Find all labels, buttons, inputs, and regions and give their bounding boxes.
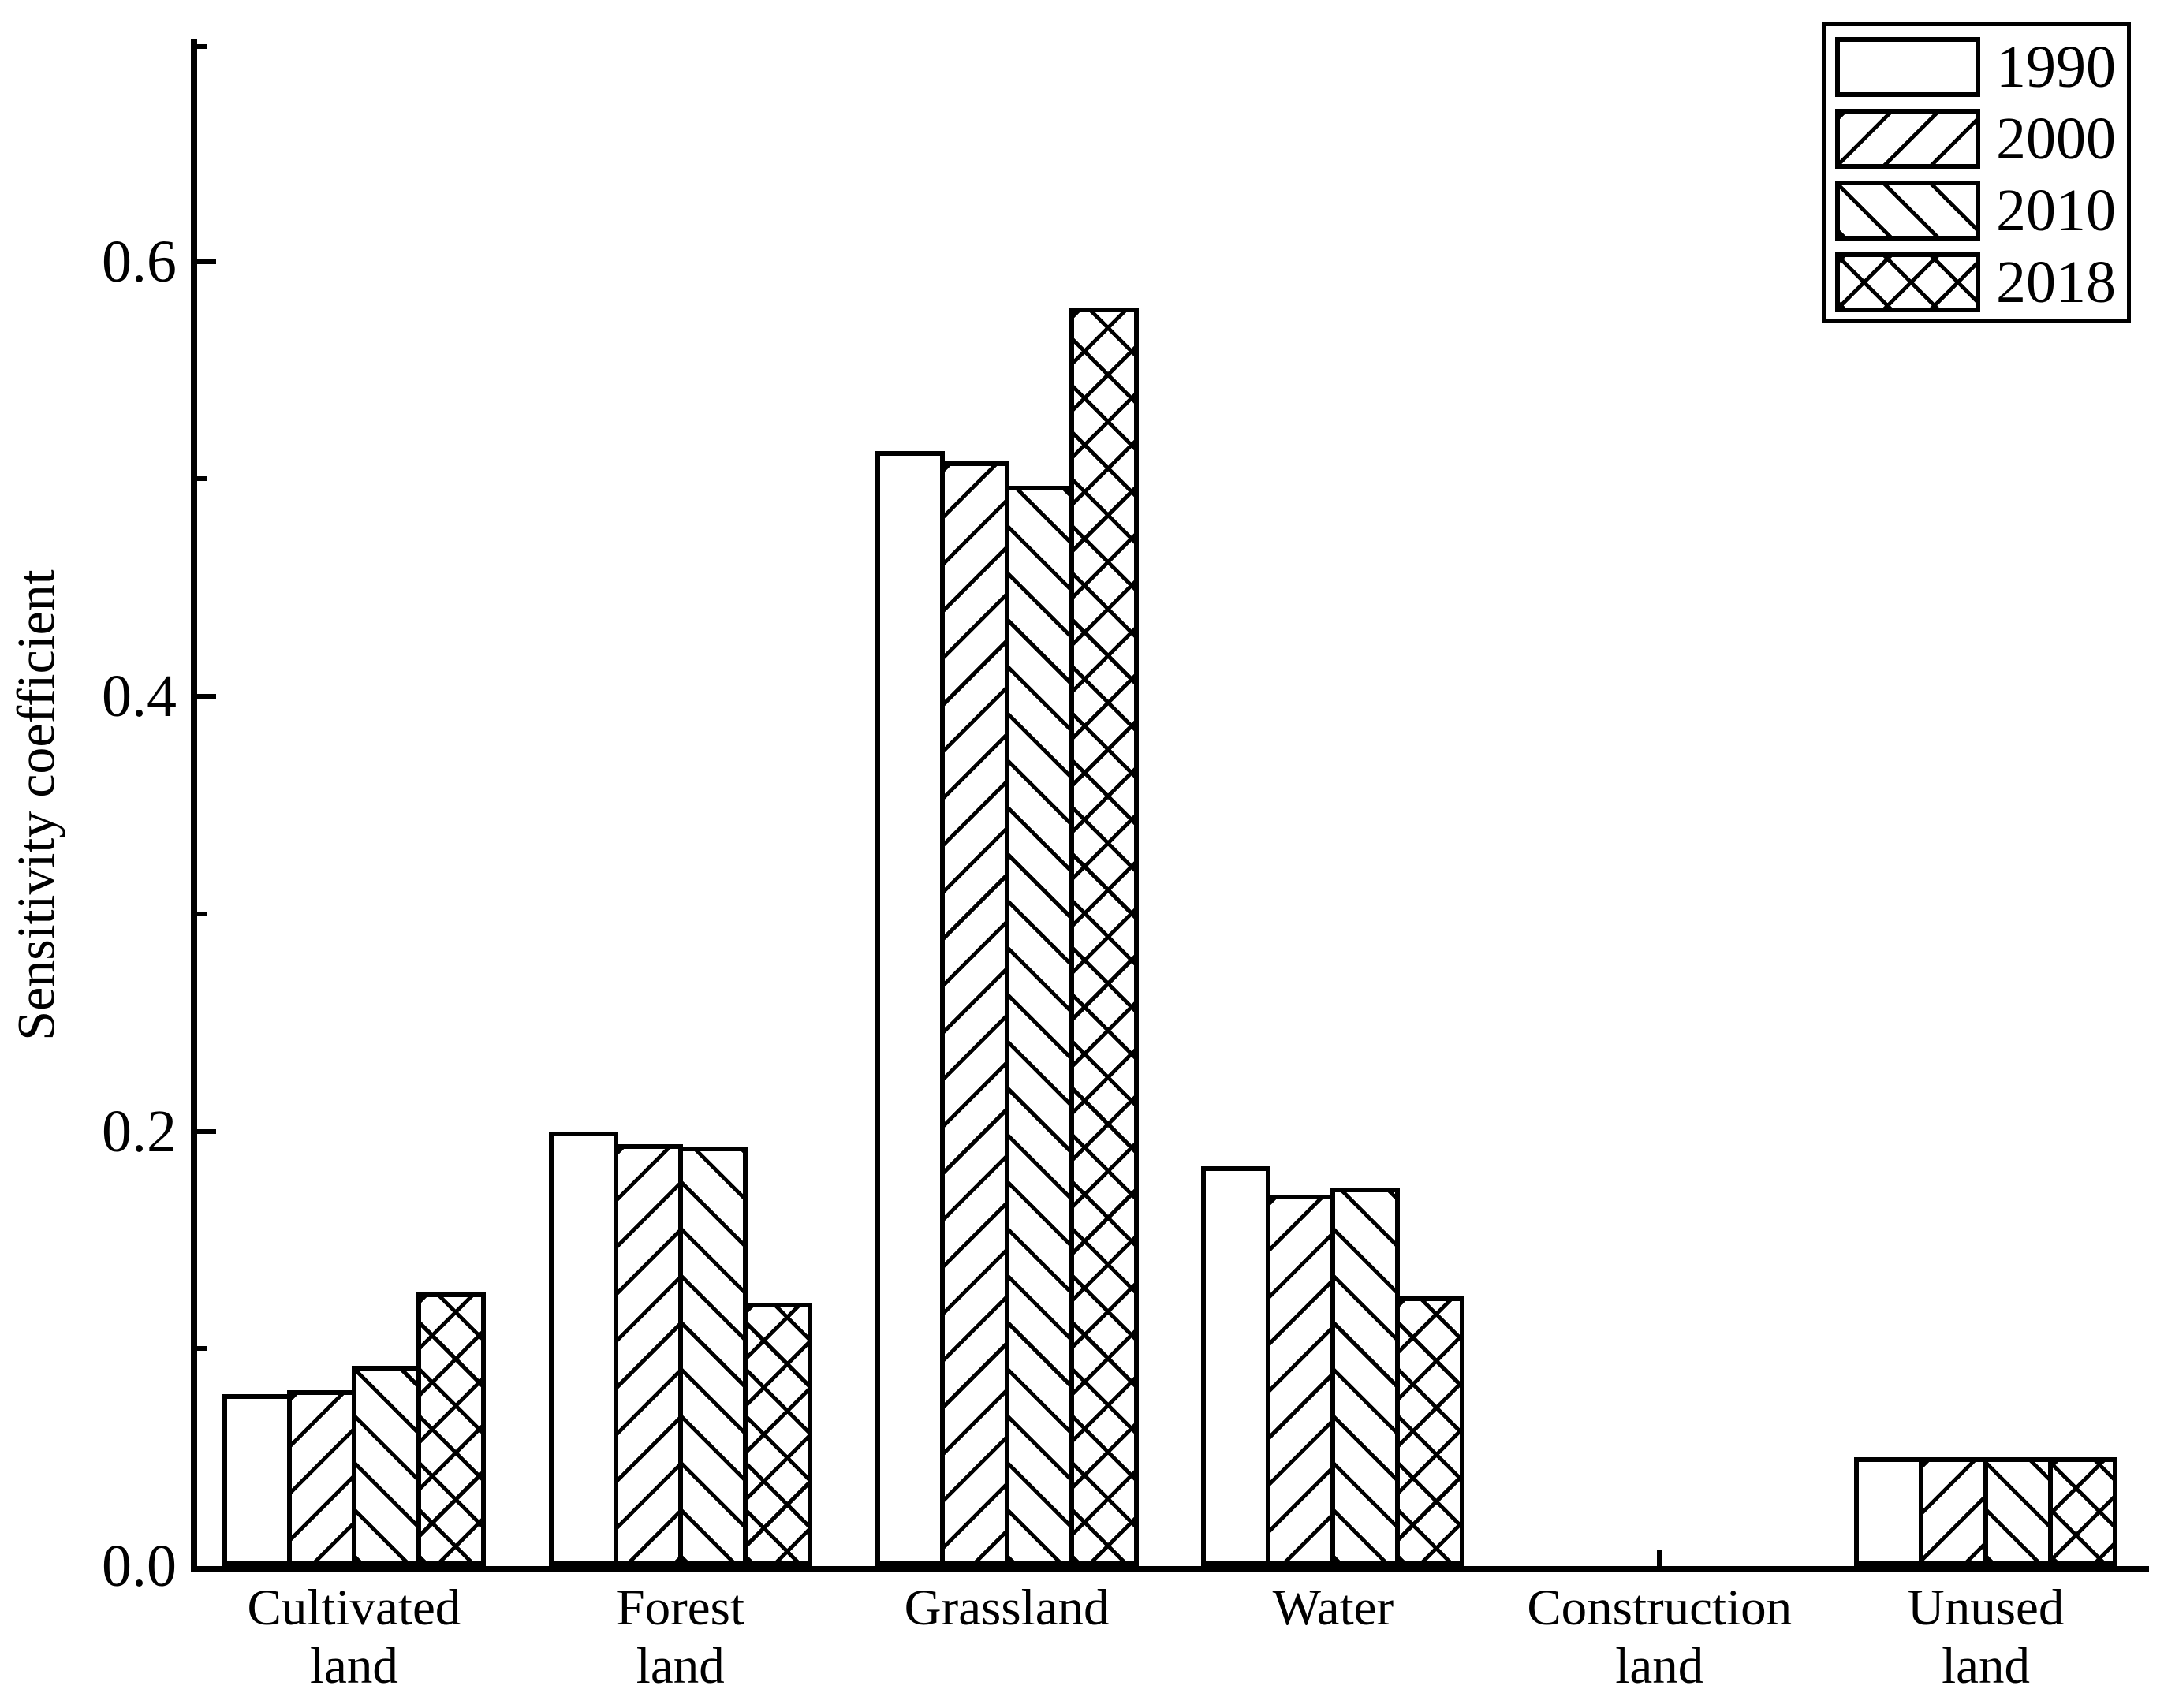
bar-forest-land-2010 — [678, 1147, 748, 1566]
x-category-label-line: Forest — [616, 1579, 745, 1636]
bar-forest-land-2018 — [743, 1303, 812, 1566]
y-tick-0.6 — [197, 259, 216, 264]
x-category-label-water: Water — [1096, 1579, 1569, 1637]
x-category-label-cultivated-land: Cultivated land — [118, 1579, 591, 1695]
bar-unused-land-1990 — [1854, 1457, 1923, 1566]
legend: 1990 2000 2010 2018 — [1822, 22, 2131, 323]
legend-swatch-backward-diagonal-icon — [1835, 180, 1980, 241]
x-category-label-line: Construction — [1527, 1579, 1793, 1636]
bar-water-1990 — [1201, 1166, 1270, 1566]
bar-cultivated-land-1990 — [222, 1394, 292, 1566]
legend-entry-1990: 1990 — [1826, 31, 2127, 103]
x-category-label-line: land — [309, 1638, 398, 1695]
legend-swatch-none-icon — [1835, 36, 1980, 97]
x-category-label-line: land — [1942, 1638, 2031, 1695]
y-tick-label-0.2: 0.2 — [102, 1098, 177, 1165]
x-category-label-line: land — [1615, 1638, 1704, 1695]
legend-swatch-forward-diagonal-icon — [1835, 108, 1980, 169]
bar-water-2000 — [1266, 1195, 1335, 1566]
legend-label-2018: 2018 — [1996, 248, 2116, 315]
bar-unused-land-2018 — [2048, 1457, 2117, 1566]
bar-forest-land-1990 — [549, 1132, 618, 1566]
bar-cultivated-land-2000 — [287, 1390, 356, 1566]
bar-water-2010 — [1330, 1188, 1400, 1566]
legend-label-1990: 1990 — [1996, 33, 2116, 100]
x-category-label-line: Water — [1272, 1579, 1394, 1636]
y-minor-tick-0.5 — [197, 476, 207, 482]
y-axis-title: Sensitivity coefficient — [6, 569, 66, 1041]
bar-cultivated-land-2018 — [416, 1292, 486, 1566]
bar-water-2018 — [1395, 1296, 1464, 1566]
x-category-label-line: Grassland — [904, 1579, 1110, 1636]
x-axis-line — [191, 1566, 2149, 1572]
bar-grassland-1990 — [875, 451, 945, 1566]
legend-entry-2000: 2000 — [1826, 103, 2127, 174]
bar-grassland-2000 — [940, 461, 1009, 1566]
bar-unused-land-2000 — [1919, 1457, 1988, 1566]
bar-forest-land-2000 — [614, 1144, 683, 1566]
plot-area — [191, 44, 2149, 1566]
y-tick-0.2 — [197, 1128, 216, 1134]
y-tick-label-0.0: 0.0 — [102, 1533, 177, 1599]
bar-grassland-2018 — [1069, 308, 1139, 1566]
legend-entry-2018: 2018 — [1826, 246, 2127, 318]
legend-label-2000: 2000 — [1996, 105, 2116, 172]
legend-swatch-crosshatch-icon — [1835, 252, 1980, 312]
y-axis-line — [191, 39, 197, 1572]
x-category-label-construction-land: Construction land — [1423, 1579, 1896, 1695]
x-category-label-grassland: Grassland — [770, 1579, 1244, 1637]
x-category-label-forest-land: Forest land — [444, 1579, 917, 1695]
legend-entry-2010: 2010 — [1826, 174, 2127, 246]
y-tick-0.4 — [197, 694, 216, 699]
bar-grassland-2010 — [1005, 486, 1074, 1566]
y-tick-label-0.4: 0.4 — [102, 663, 177, 730]
x-category-label-line: Cultivated — [247, 1579, 461, 1636]
bar-cultivated-land-2010 — [352, 1366, 421, 1566]
y-minor-tick-0.1 — [197, 1346, 207, 1352]
x-category-label-unused-land: Unused land — [1749, 1579, 2164, 1695]
x-tick-construction-land — [1657, 1550, 1662, 1566]
x-category-label-line: Unused — [1907, 1579, 2065, 1636]
legend-label-2010: 2010 — [1996, 177, 2116, 244]
x-category-label-line: land — [636, 1638, 725, 1695]
bar-unused-land-2010 — [1983, 1457, 2053, 1566]
y-minor-tick-0.3 — [197, 911, 207, 916]
y-minor-tick-0.7 — [197, 44, 207, 49]
y-tick-label-0.6: 0.6 — [102, 228, 177, 295]
